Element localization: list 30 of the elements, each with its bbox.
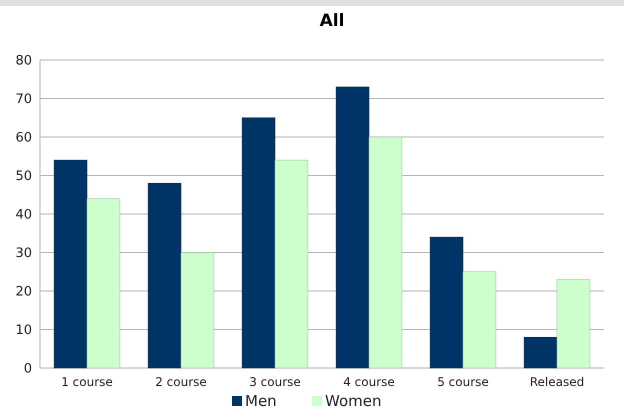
bar bbox=[274, 160, 308, 368]
bar bbox=[54, 160, 88, 368]
bar bbox=[336, 86, 370, 368]
bar bbox=[430, 236, 464, 368]
y-tick-label: 50 bbox=[15, 169, 32, 184]
y-tick-label: 70 bbox=[15, 92, 32, 108]
y-tick-label: 40 bbox=[15, 208, 32, 223]
y-tick-label: 10 bbox=[15, 323, 32, 338]
bar bbox=[462, 272, 496, 368]
x-tick-label: Released bbox=[530, 375, 584, 389]
bar bbox=[556, 279, 590, 368]
legend-label: Men bbox=[245, 392, 277, 410]
y-tick-label: 60 bbox=[15, 130, 32, 146]
x-tick-label: 5 course bbox=[437, 375, 489, 389]
bar bbox=[180, 252, 214, 368]
chart-title: All bbox=[320, 11, 344, 31]
x-tick-label: 1 course bbox=[61, 375, 113, 389]
y-tick-label: 80 bbox=[15, 54, 32, 69]
bar bbox=[86, 198, 120, 368]
bar bbox=[368, 136, 402, 368]
bar bbox=[148, 182, 182, 368]
x-tick-label: 3 course bbox=[249, 375, 301, 389]
y-tick-label: 0 bbox=[24, 362, 32, 377]
y-tick-label: 20 bbox=[15, 284, 32, 300]
bar bbox=[524, 336, 558, 368]
y-tick-label: 30 bbox=[15, 246, 32, 262]
x-tick-label: 4 course bbox=[343, 375, 395, 389]
legend-label: Women bbox=[325, 392, 382, 410]
x-tick-label: 2 course bbox=[155, 375, 207, 389]
bar bbox=[242, 118, 276, 368]
